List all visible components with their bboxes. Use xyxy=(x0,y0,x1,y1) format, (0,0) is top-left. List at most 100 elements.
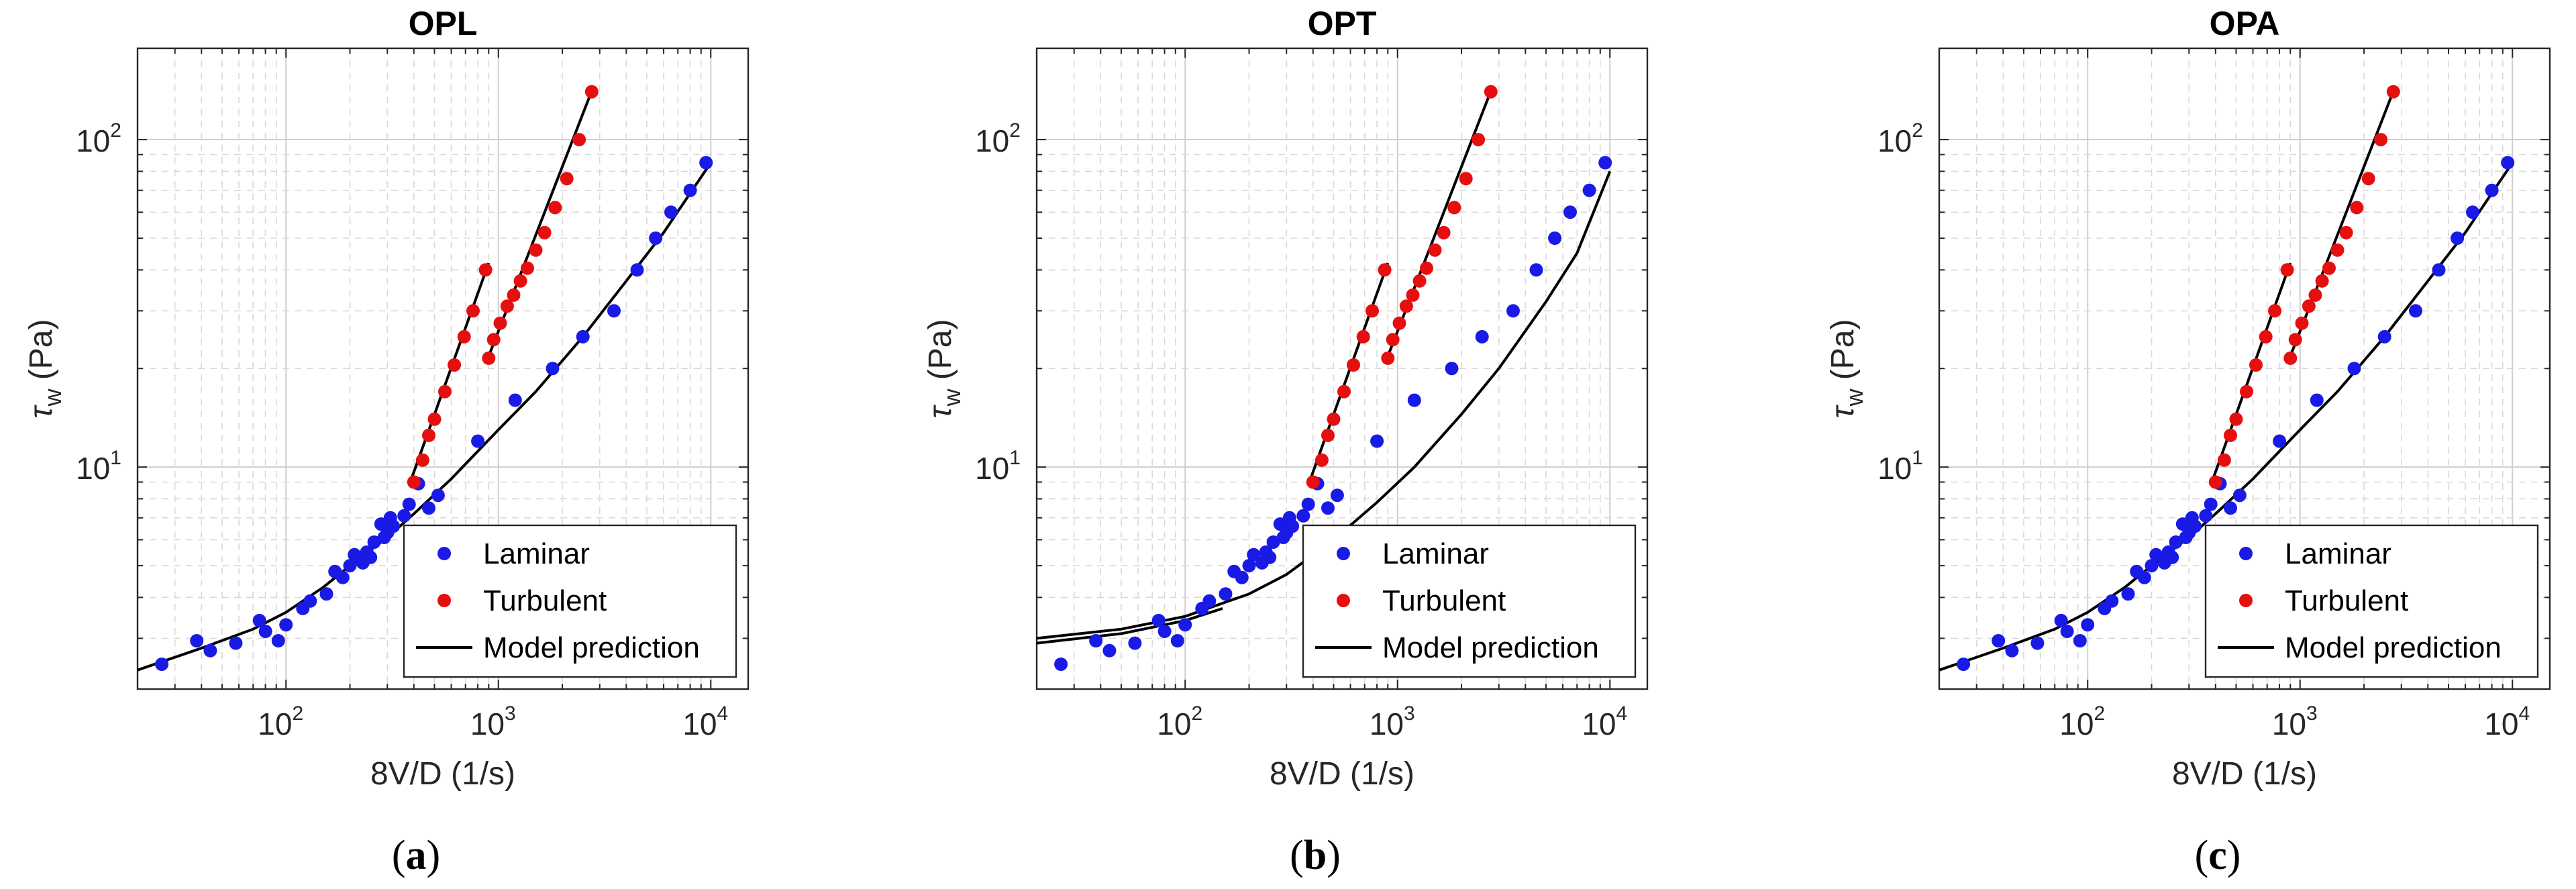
turbulent-point xyxy=(1412,274,1427,288)
turbulent-point xyxy=(457,329,471,344)
laminar-point xyxy=(336,570,350,584)
model-line xyxy=(1306,262,1390,486)
laminar-point xyxy=(190,634,204,647)
turbulent-point xyxy=(2315,274,2329,288)
turbulent-point xyxy=(448,358,461,372)
laminar-point xyxy=(1128,636,1142,650)
turbulent-point xyxy=(2386,85,2400,99)
laminar-point xyxy=(271,634,285,647)
laminar-point xyxy=(1506,304,1520,318)
turbulent-point xyxy=(478,263,493,277)
laminar-point xyxy=(1178,618,1192,632)
model-line xyxy=(1384,86,1494,362)
laminar-point xyxy=(2232,488,2247,503)
laminar-point xyxy=(1089,634,1103,647)
panel-caption: (c) xyxy=(2195,833,2241,878)
laminar-point xyxy=(319,587,333,601)
turbulent-point xyxy=(2259,329,2273,344)
laminar-point xyxy=(683,183,697,197)
laminar-point xyxy=(1370,434,1384,448)
laminar-point xyxy=(1242,559,1256,573)
laminar-point xyxy=(471,434,485,448)
turbulent-point xyxy=(548,201,562,215)
laminar-point xyxy=(2451,231,2465,245)
legend-marker xyxy=(437,547,451,560)
turbulent-point xyxy=(513,274,527,288)
x-tick-label: 102 xyxy=(1157,702,1202,741)
turbulent-point xyxy=(2330,243,2345,257)
turbulent-point xyxy=(537,225,552,240)
laminar-point xyxy=(1598,156,1612,170)
laminar-point xyxy=(1054,658,1068,671)
legend-marker xyxy=(2239,594,2253,607)
laminar-point xyxy=(2466,205,2479,219)
plot-area xyxy=(137,85,713,672)
laminar-point xyxy=(1445,362,1459,376)
turbulent-point xyxy=(438,384,452,399)
laminar-point xyxy=(2005,643,2019,658)
laminar-point xyxy=(1266,535,1280,549)
turbulent-point xyxy=(2288,333,2302,347)
legend-entry-label: Laminar xyxy=(483,537,590,570)
laminar-point xyxy=(607,304,621,318)
laminar-point xyxy=(2347,362,2361,376)
legend-entry-label: Laminar xyxy=(2285,537,2391,570)
laminar-point xyxy=(576,329,590,344)
turbulent-point xyxy=(521,261,534,275)
laminar-point xyxy=(1296,509,1310,523)
laminar-point xyxy=(2169,535,2183,549)
turbulent-point xyxy=(1306,475,1320,489)
laminar-point xyxy=(431,488,445,503)
laminar-point xyxy=(402,497,416,511)
ticks xyxy=(1036,48,1647,689)
laminar-point xyxy=(1957,658,1971,671)
turbulent-point xyxy=(2308,288,2322,302)
laminar-point xyxy=(252,613,266,627)
turbulent-point xyxy=(572,133,586,147)
turbulent-point xyxy=(2322,261,2336,275)
laminar-point xyxy=(343,559,357,573)
laminar-point xyxy=(664,205,678,219)
legend-entry-label: Turbulent xyxy=(483,584,607,617)
turbulent-point xyxy=(482,351,496,365)
turbulent-point xyxy=(1381,351,1395,365)
laminar-point xyxy=(1321,501,1335,515)
x-tick-label: 104 xyxy=(682,702,728,741)
laminar-point xyxy=(2273,434,2287,448)
panel-title: OPL xyxy=(409,5,478,42)
turbulent-point xyxy=(2283,351,2298,365)
turbulent-point xyxy=(1347,358,1360,372)
turbulent-point xyxy=(2240,384,2253,399)
turbulent-point xyxy=(486,333,501,347)
laminar-point xyxy=(367,535,381,549)
legend-marker xyxy=(1337,547,1350,560)
legend: Laminar Turbulent Model prediction xyxy=(403,524,737,678)
x-tick-label: 102 xyxy=(258,702,303,741)
turbulent-point xyxy=(1406,288,1420,302)
legend-entry-label: Turbulent xyxy=(2285,584,2408,617)
laminar-point xyxy=(364,550,378,564)
laminar-point xyxy=(203,643,217,658)
y-tick-label: 102 xyxy=(975,119,1021,158)
x-axis-label: 8V/D (1/s) xyxy=(1270,756,1414,792)
turbulent-point xyxy=(1447,201,1461,215)
y-tick-label: 101 xyxy=(76,447,121,486)
turbulent-point xyxy=(560,172,574,186)
legend-marker xyxy=(2239,547,2253,560)
ticks xyxy=(137,48,748,689)
panel-opt: 102 103 104 101 102 OPT 8V/D (1/s) τw (Pa) Lamin… xyxy=(923,5,1649,878)
laminar-point xyxy=(2165,550,2179,564)
y-tick-label: 102 xyxy=(76,119,121,158)
plot-area xyxy=(1939,85,2515,672)
laminar-point xyxy=(1529,263,1543,277)
turbulent-point xyxy=(2280,263,2294,277)
turbulent-point xyxy=(2295,316,2309,330)
turbulent-point xyxy=(1428,243,1442,257)
turbulent-point xyxy=(1459,172,1473,186)
laminar-point xyxy=(1219,587,1233,601)
laminar-point xyxy=(1563,205,1577,219)
y-axis-label: τw (Pa) xyxy=(1825,319,1868,419)
turbulent-point xyxy=(2302,299,2316,313)
panel-opl: 102 103 104 101 102 OPL 8V/D (1/s) τw (Pa) Lamin… xyxy=(23,5,750,878)
